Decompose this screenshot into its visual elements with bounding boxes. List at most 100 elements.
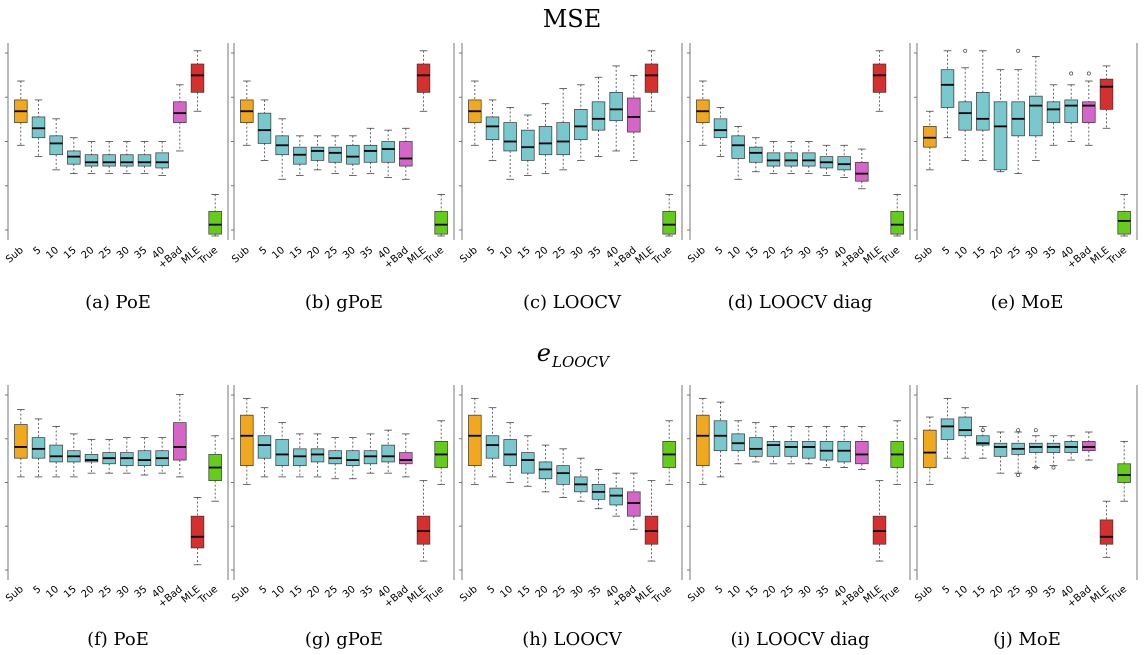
- box-25: [784, 152, 798, 167]
- x-tick-label: True: [422, 245, 446, 268]
- subfigure-caption: (d) LOOCV diag: [728, 292, 873, 313]
- box-10: [958, 101, 972, 131]
- x-tick-label: 5: [485, 584, 497, 597]
- box-10: [49, 444, 63, 463]
- outlier-point: [1016, 473, 1021, 477]
- box-35: [363, 144, 378, 163]
- x-tick-label: 35: [1042, 245, 1059, 262]
- box-25: [328, 146, 342, 163]
- x-tick-label: 20: [306, 584, 323, 601]
- x-tick-label: 20: [534, 584, 551, 601]
- x-tick-label: 25: [551, 245, 568, 262]
- box-mle: [644, 63, 659, 93]
- box-5: [940, 418, 955, 440]
- x-tick-label: 5: [485, 245, 497, 258]
- box-mle: [1099, 519, 1114, 545]
- box-40: [837, 156, 851, 171]
- box-25: [328, 450, 342, 465]
- x-tick-label: 30: [797, 245, 814, 262]
- box-sub: [468, 414, 482, 467]
- box-15: [293, 146, 307, 165]
- box-30: [574, 109, 588, 140]
- x-tick-label: 10: [953, 584, 970, 601]
- box-plus-bad: [1082, 441, 1096, 452]
- box-35: [1046, 442, 1061, 453]
- x-tick-label: Sub: [913, 584, 935, 605]
- x-tick-label: 15: [62, 584, 79, 601]
- subfigure-caption: (i) LOOCV diag: [730, 629, 869, 650]
- subfigure-caption: (a) PoE: [85, 292, 151, 313]
- box-5: [940, 69, 955, 108]
- x-tick-label: 10: [270, 245, 287, 262]
- box-5: [713, 118, 728, 139]
- x-tick-label: Sub: [230, 245, 252, 266]
- x-tick-label: 25: [779, 584, 796, 601]
- x-tick-label: 15: [288, 584, 305, 601]
- subfigure-caption: (f) PoE: [87, 629, 149, 650]
- box-25: [102, 154, 116, 167]
- box-25: [784, 441, 798, 457]
- box-true: [1117, 211, 1131, 235]
- x-tick-label: 10: [270, 584, 287, 601]
- box-40: [381, 141, 395, 163]
- box-10: [49, 135, 63, 156]
- box-sub: [14, 424, 28, 459]
- box-true: [1117, 463, 1131, 483]
- x-tick-label: True: [878, 584, 902, 607]
- outlier-point: [1069, 71, 1074, 76]
- box-20: [310, 146, 325, 161]
- x-tick-label: 25: [551, 584, 568, 601]
- box-5: [257, 112, 272, 144]
- box-40: [837, 441, 851, 463]
- box-true: [208, 211, 222, 235]
- box-mle: [872, 515, 887, 545]
- outlier-point: [963, 48, 968, 53]
- box-plus-bad: [399, 141, 413, 167]
- x-tick-label: 25: [1006, 245, 1023, 262]
- box-plus-bad: [1082, 101, 1096, 123]
- x-tick-label: 5: [31, 584, 43, 597]
- box-true: [434, 211, 448, 235]
- box-40: [609, 487, 623, 506]
- x-tick-label: 30: [569, 584, 586, 601]
- x-tick-label: 35: [1042, 584, 1059, 601]
- x-tick-label: 30: [1024, 584, 1041, 601]
- box-35: [137, 450, 152, 467]
- x-tick-label: 10: [726, 584, 743, 601]
- outlier-point: [1033, 465, 1038, 470]
- box-5: [485, 116, 500, 140]
- box-plus-bad: [173, 422, 187, 461]
- box-30: [802, 441, 816, 459]
- x-tick-label: 35: [359, 245, 376, 262]
- box-40: [155, 152, 169, 169]
- box-15: [293, 448, 307, 467]
- box-20: [84, 454, 99, 463]
- x-tick-label: 5: [257, 584, 269, 597]
- box-true: [662, 211, 676, 235]
- x-tick-label: Sub: [230, 584, 252, 605]
- x-tick-label: 35: [815, 245, 832, 262]
- box-mle: [190, 63, 205, 93]
- box-20: [766, 441, 781, 457]
- box-20: [310, 448, 325, 463]
- x-tick-label: 15: [62, 245, 79, 262]
- x-tick-label: Sub: [686, 245, 708, 266]
- box-25: [556, 122, 570, 156]
- x-tick-label: 5: [31, 245, 43, 258]
- x-tick-label: 25: [323, 245, 340, 262]
- x-tick-label: 25: [779, 245, 796, 262]
- x-tick-label: 30: [1024, 245, 1041, 262]
- x-tick-label: 25: [323, 584, 340, 601]
- box-sub: [923, 126, 937, 148]
- x-tick-label: 35: [815, 584, 832, 601]
- box-mle: [1099, 78, 1114, 110]
- subfigure-caption: (g) gPoE: [305, 629, 383, 650]
- row-title-eloocv-subscript: LOOCV: [551, 353, 611, 371]
- x-tick-label: True: [878, 245, 902, 268]
